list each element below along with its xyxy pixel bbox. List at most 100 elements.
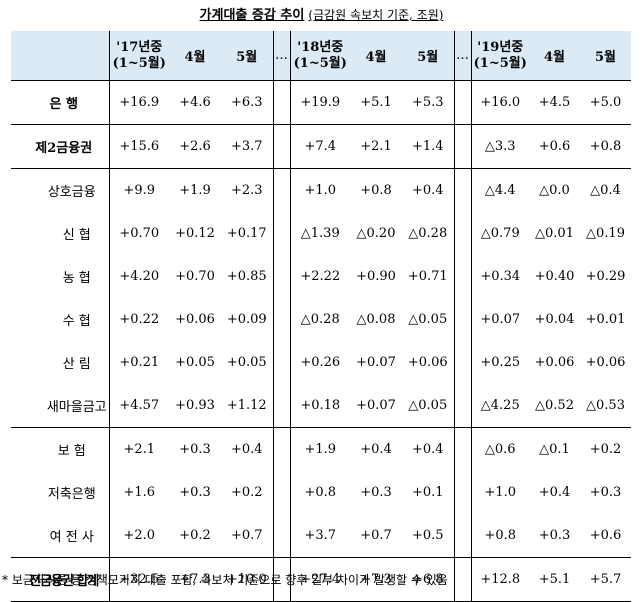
value-cell: +0.85 bbox=[221, 255, 274, 298]
value-cell: △0.19 bbox=[586, 226, 625, 241]
header-2019-may: 5월 bbox=[580, 31, 631, 81]
table-row: 제2금융권 +15.6 +2.6 +3.7 +7.4 +2.1 +1.4 △3.3 +0.6 +0… bbox=[11, 124, 631, 169]
value-cell: +1.4 bbox=[402, 124, 455, 169]
value-cell: +2.1 bbox=[350, 124, 402, 169]
row-label: 전금융권 합계 bbox=[11, 557, 110, 602]
header-2017-may: 5월 bbox=[221, 31, 274, 81]
value-cell: +0.01 bbox=[585, 312, 626, 327]
value-cell: +0.07 bbox=[356, 355, 396, 370]
value-cell: +2.3 bbox=[221, 168, 274, 212]
row-label: 여 전 사 bbox=[11, 514, 110, 558]
spacer-cell bbox=[454, 384, 471, 428]
value-cell: +0.6 bbox=[529, 124, 580, 169]
row-label: 농 협 bbox=[11, 255, 110, 298]
table-row: 수 협 +0.22 +0.06 +0.09 △0.28 △0.08 △0.05 +0.07 +0… bbox=[11, 298, 631, 341]
spacer-cell bbox=[454, 298, 471, 341]
value-cell: +0.22 bbox=[119, 312, 160, 327]
value-cell: △0.05 bbox=[402, 298, 455, 341]
value-cell: +0.21 bbox=[119, 355, 160, 370]
value-cell: +0.70 bbox=[175, 269, 215, 284]
spacer-cell bbox=[273, 471, 290, 514]
value-cell: +0.4 bbox=[402, 427, 455, 471]
value-cell: +2.1 bbox=[123, 442, 156, 457]
value-cell: +0.29 bbox=[585, 269, 626, 284]
table-row: 신 협 +0.70 +0.12 +0.17 △1.39 △0.20 △0.28 △0.79 △0… bbox=[11, 212, 631, 255]
value-cell: +0.06 bbox=[175, 312, 215, 327]
value-cell: +1.0 bbox=[470, 471, 529, 514]
value-cell: +5.1 bbox=[350, 80, 402, 125]
header-2019-period: '19년중 (1~5월) bbox=[470, 31, 529, 81]
value-cell: △0.79 bbox=[470, 212, 529, 255]
value-cell: +0.05 bbox=[221, 341, 274, 384]
value-cell: +0.06 bbox=[585, 355, 626, 370]
value-cell: +0.7 bbox=[350, 514, 402, 558]
value-cell: +0.3 bbox=[589, 485, 622, 500]
value-cell: △0.53 bbox=[580, 384, 631, 428]
value-cell: +0.05 bbox=[175, 355, 215, 370]
value-cell: +0.26 bbox=[289, 341, 350, 384]
value-cell: +0.8 bbox=[360, 183, 392, 198]
value-cell: +1.0 bbox=[289, 168, 350, 212]
header-dots-1: … bbox=[273, 31, 290, 81]
row-label: 보 험 bbox=[11, 427, 110, 471]
value-cell: +7.4 bbox=[289, 124, 350, 169]
value-cell: △0.6 bbox=[470, 427, 529, 471]
value-cell: +16.0 bbox=[470, 80, 529, 125]
value-cell: +1.9 bbox=[289, 427, 350, 471]
value-cell: △0.28 bbox=[402, 212, 455, 255]
value-cell: +0.4 bbox=[538, 485, 571, 500]
header-2019-apr: 4월 bbox=[529, 31, 580, 81]
value-cell: +5.7 bbox=[580, 557, 631, 602]
value-cell: +4.57 bbox=[109, 384, 169, 428]
table-row: 새마을금고 +4.57 +0.93 +1.12 +0.18 +0.07 △0.05 △4.25… bbox=[11, 384, 631, 428]
value-cell: △0.08 bbox=[356, 312, 396, 327]
row-label: 제2금융권 bbox=[11, 124, 110, 169]
value-cell: +0.25 bbox=[470, 341, 529, 384]
value-cell: +0.2 bbox=[589, 442, 622, 457]
value-cell: +0.2 bbox=[221, 471, 274, 514]
loan-change-table: '17년중 (1~5월) 4월 5월 … '18년중 (1~5월) 4월 5월 … … bbox=[11, 31, 631, 602]
value-cell: +2.22 bbox=[289, 255, 350, 298]
value-cell: +0.1 bbox=[402, 471, 455, 514]
value-cell: +0.2 bbox=[169, 514, 221, 558]
value-cell: +0.06 bbox=[534, 355, 575, 370]
value-cell: +0.4 bbox=[360, 442, 392, 457]
spacer-cell bbox=[454, 124, 471, 169]
spacer-cell bbox=[454, 80, 471, 125]
value-cell: △0.0 bbox=[539, 183, 570, 198]
value-cell: +6.3 bbox=[221, 80, 274, 125]
spacer-cell bbox=[273, 169, 290, 213]
value-cell: +19.9 bbox=[289, 80, 350, 125]
header-2018-period: '18년중 (1~5월) bbox=[289, 31, 350, 81]
value-cell: +4.20 bbox=[119, 269, 160, 284]
value-cell: +1.12 bbox=[221, 384, 274, 428]
value-cell: +2.0 bbox=[109, 514, 169, 558]
value-cell: △4.25 bbox=[470, 384, 529, 428]
table-row: 농 협 +4.20 +0.70 +0.85 +2.22 +0.90 +0.71 +0.34 +0… bbox=[11, 255, 631, 298]
value-cell: +12.8 bbox=[470, 557, 529, 602]
value-cell: △0.05 bbox=[402, 384, 455, 428]
value-cell: △0.4 bbox=[590, 183, 621, 198]
spacer-cell bbox=[273, 384, 290, 428]
value-cell: +0.93 bbox=[169, 384, 221, 428]
spacer-cell bbox=[273, 124, 290, 169]
value-cell: +0.07 bbox=[470, 298, 529, 341]
value-cell: +3.7 bbox=[221, 124, 274, 169]
spacer-cell bbox=[273, 298, 290, 341]
spacer-cell bbox=[454, 255, 471, 298]
value-cell: +15.6 bbox=[109, 124, 169, 169]
value-cell: +0.70 bbox=[119, 226, 160, 241]
value-cell: +16.9 bbox=[109, 80, 169, 125]
row-label: 상호금융 bbox=[11, 168, 110, 212]
spacer-cell bbox=[273, 255, 290, 298]
spacer-cell bbox=[454, 212, 471, 255]
table-row: 산 림 +0.21 +0.05 +0.05 +0.26 +0.07 +0.06 +0.25 +0… bbox=[11, 341, 631, 384]
value-cell: +9.9 bbox=[123, 183, 156, 198]
value-cell: +0.34 bbox=[470, 255, 529, 298]
value-cell: +0.3 bbox=[529, 514, 580, 558]
value-cell: +0.40 bbox=[534, 269, 575, 284]
spacer-cell bbox=[454, 169, 471, 213]
table-row: 여 전 사 +2.0 +0.2 +0.7 +3.7 +0.7 +0.5 +0.8 +0.3 +0.… bbox=[11, 514, 631, 558]
spacer-cell bbox=[273, 212, 290, 255]
table-row: 보 험 +2.1 +0.3 +0.4 +1.9 +0.4 +0.4 △0.6 △0.1 +0.2 bbox=[11, 427, 631, 471]
